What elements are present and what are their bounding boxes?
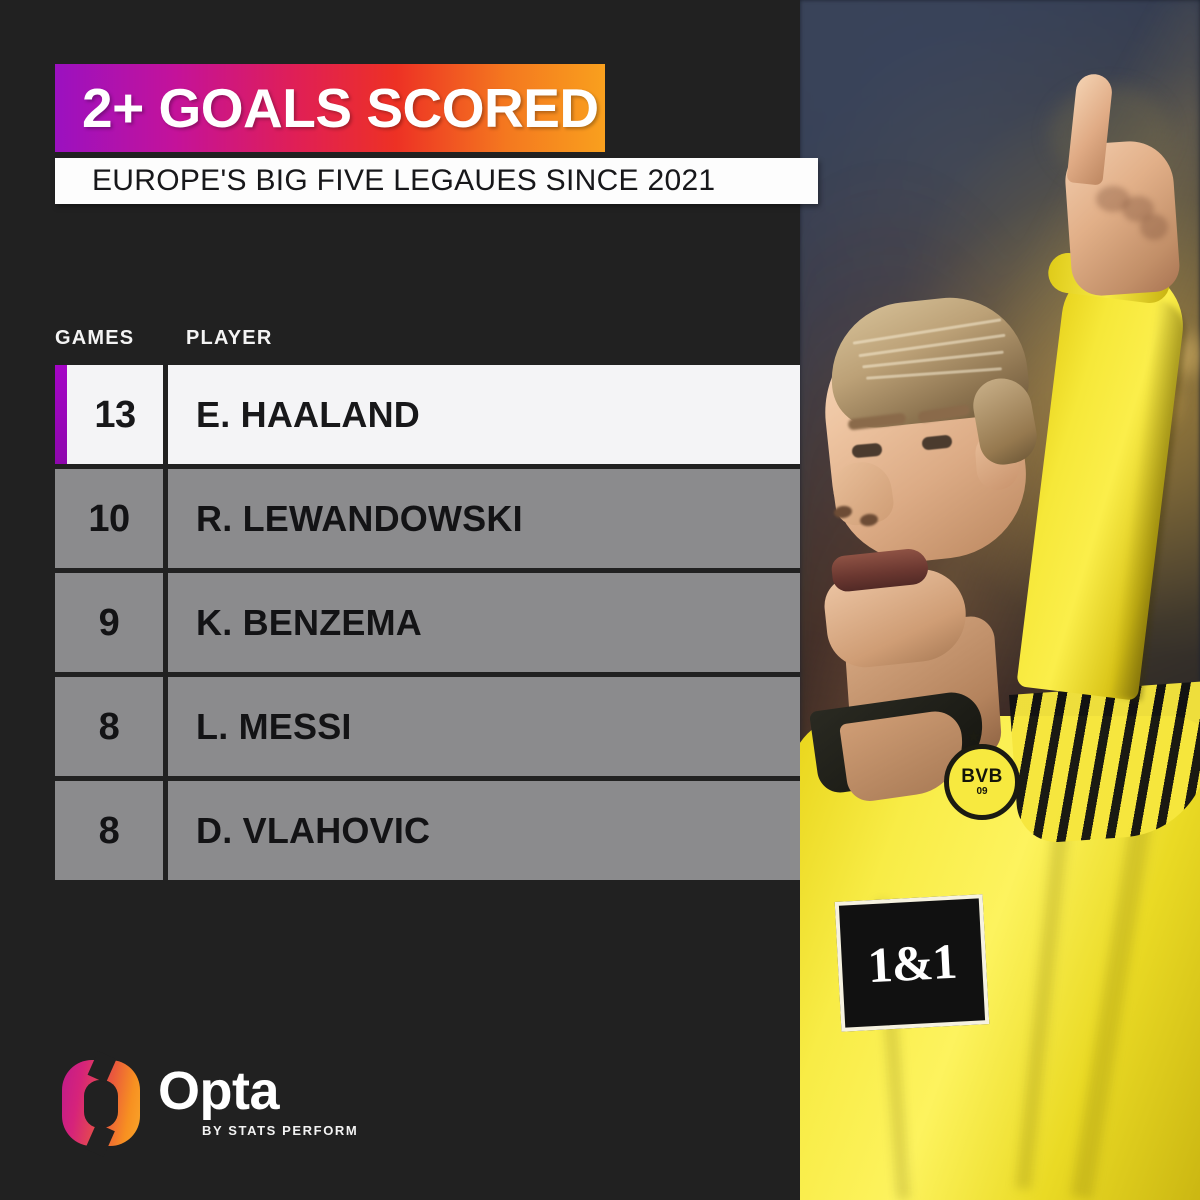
championship-star-icon: ★ xyxy=(966,727,982,746)
cell-games: 8 xyxy=(55,677,163,776)
player-name: D. VLAHOVIC xyxy=(196,809,431,851)
games-value: 8 xyxy=(98,705,120,748)
column-header-games: GAMES xyxy=(55,327,135,349)
opta-ring-hole xyxy=(84,1080,118,1128)
table-row[interactable]: 9 K. BENZEMA xyxy=(55,573,800,672)
table-row[interactable]: 10 R. LEWANDOWSKI xyxy=(55,469,800,568)
subtitle-banner: EUROPE'S BIG FIVE LEGAUES SINCE 2021 xyxy=(55,158,818,204)
page-subtitle: EUROPE'S BIG FIVE LEGAUES SINCE 2021 xyxy=(92,164,716,197)
cell-games: 8 xyxy=(55,781,163,880)
table-row[interactable]: 8 D. VLAHOVIC xyxy=(55,781,800,880)
row-accent-bar xyxy=(55,365,67,464)
table-header-row: GAMES PLAYER xyxy=(55,328,795,352)
cell-player: K. BENZEMA xyxy=(168,573,800,672)
player-name: L. MESSI xyxy=(196,705,352,747)
crest-year: 09 xyxy=(976,786,988,797)
table-row[interactable]: 8 L. MESSI xyxy=(55,677,800,776)
page-title: 2+ GOALS SCORED xyxy=(82,76,599,139)
rankings-table: 13 E. HAALAND 10 R. LEWANDOWSKI 9 xyxy=(55,365,800,885)
table-row[interactable]: 13 E. HAALAND xyxy=(55,365,800,464)
opta-logo: Opta BY STATS PERFORM xyxy=(62,1051,362,1157)
crest-label: BVB xyxy=(961,766,1003,787)
games-value: 10 xyxy=(88,497,130,540)
opta-wordmark: Opta xyxy=(158,1061,280,1121)
cell-games: 10 xyxy=(55,469,163,568)
cell-games: 13 xyxy=(67,365,163,464)
player-name: K. BENZEMA xyxy=(196,601,422,643)
content-panel: 2+ GOALS SCORED EUROPE'S BIG FIVE LEGAUE… xyxy=(55,64,818,1157)
games-value: 9 xyxy=(98,601,120,644)
jersey-shoulder-stripes xyxy=(1009,681,1200,845)
opta-mark-icon xyxy=(62,1051,140,1157)
opta-tagline: BY STATS PERFORM xyxy=(202,1123,359,1138)
games-value: 13 xyxy=(94,393,136,436)
games-value: 8 xyxy=(98,809,120,852)
jersey-sponsor-logo: 1&1 xyxy=(834,894,990,1032)
knuckle xyxy=(1122,196,1154,222)
player-name: R. LEWANDOWSKI xyxy=(196,497,523,539)
cell-player: D. VLAHOVIC xyxy=(168,781,800,880)
sponsor-label: 1&1 xyxy=(866,932,958,994)
cell-player: R. LEWANDOWSKI xyxy=(168,469,800,568)
player-name: E. HAALAND xyxy=(196,393,420,435)
bvb-crest-icon: BVB 09 xyxy=(944,744,1020,820)
cell-player: E. HAALAND xyxy=(168,365,800,464)
cell-player: L. MESSI xyxy=(168,677,800,776)
knuckle xyxy=(1140,214,1168,240)
title-banner: 2+ GOALS SCORED xyxy=(55,64,605,152)
knuckle xyxy=(1096,186,1130,212)
column-header-player: PLAYER xyxy=(186,327,273,349)
cell-games: 9 xyxy=(55,573,163,672)
